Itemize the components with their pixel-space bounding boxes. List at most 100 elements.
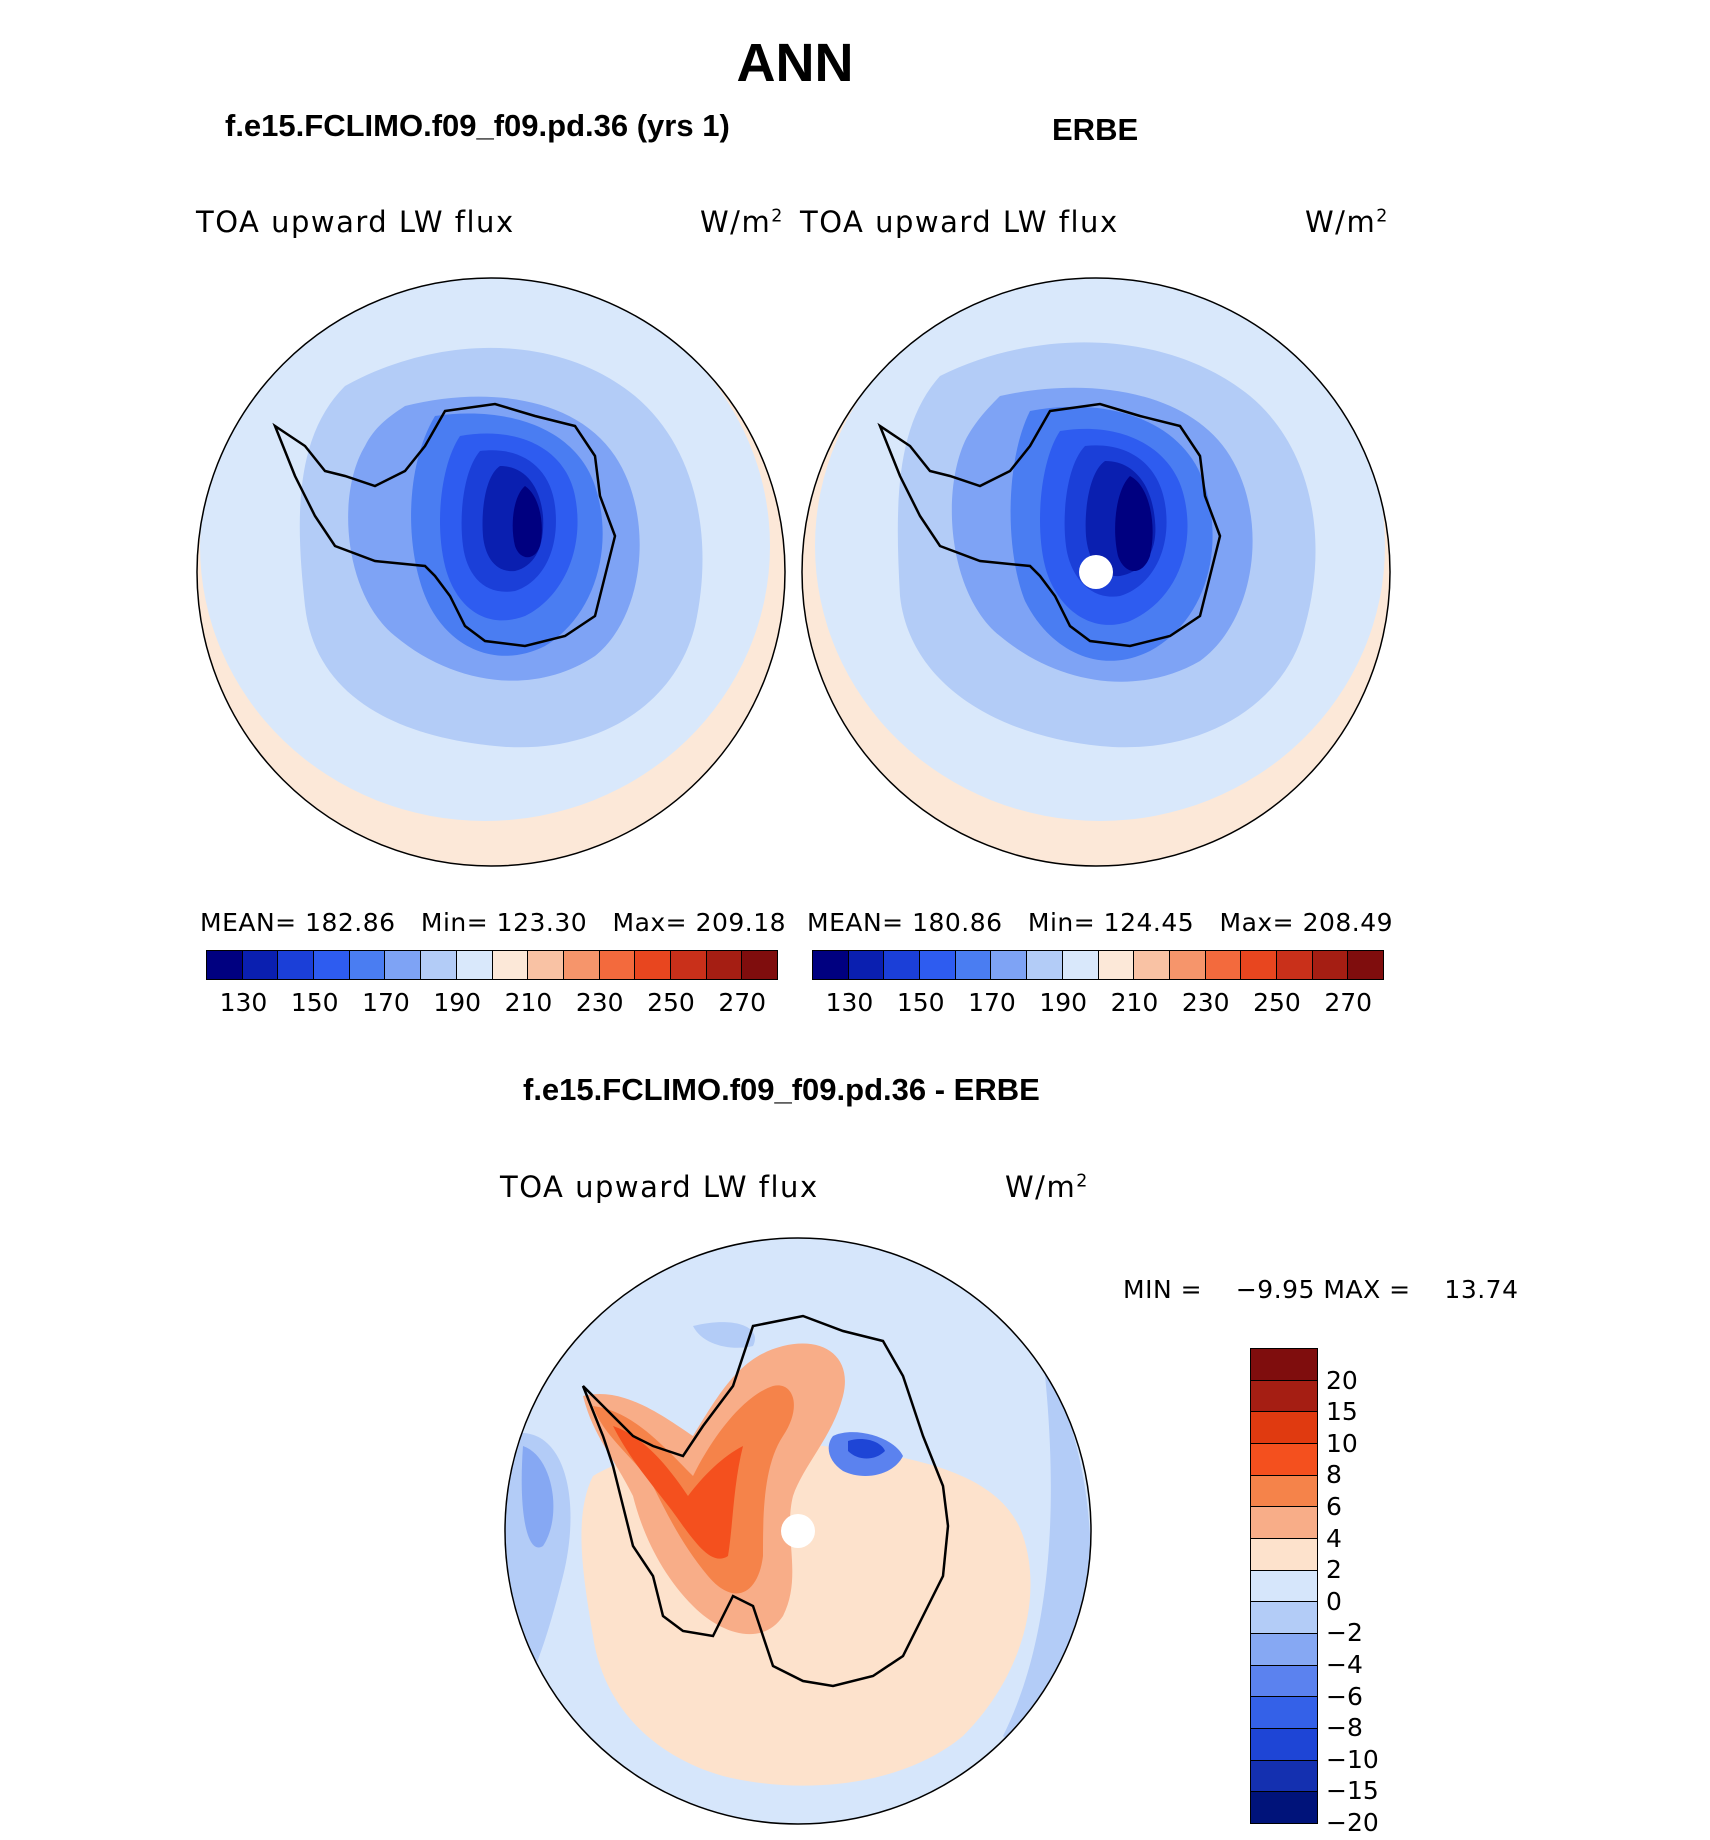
colorbar-tick-label: 190 (433, 988, 482, 1017)
colorbar-swatch (635, 951, 671, 979)
colorbar-swatch (1251, 1475, 1317, 1508)
colorbar-swatch (1251, 1412, 1317, 1445)
colorbar-tick-label: 6 (1326, 1492, 1342, 1521)
polar-map-obs (801, 277, 1391, 867)
colorbar-swatch (492, 951, 529, 979)
colorbar-swatch (955, 951, 992, 979)
panel-title-obs: ERBE (1052, 112, 1139, 147)
colorbar-swatch (1251, 1349, 1317, 1381)
colorbar-swatch (991, 951, 1028, 979)
colorbar-swatch (314, 951, 350, 979)
colorbar-swatch (528, 951, 564, 979)
colorbar-tick-label: 0 (1326, 1586, 1342, 1616)
colorbar-tick-label: −4 (1326, 1650, 1363, 1679)
colorbar-obs (812, 950, 1384, 980)
colorbar-tick-label: 10 (1326, 1428, 1358, 1458)
colorbar-swatch (1251, 1634, 1317, 1666)
max-value: 208.49 (1302, 908, 1394, 937)
colorbar-tick-label: 230 (1181, 988, 1230, 1017)
colorbar-swatch (706, 951, 743, 979)
mean-label: MEAN= (200, 908, 297, 937)
colorbar-swatch (1251, 1760, 1317, 1793)
polar-map-diff (504, 1237, 1092, 1825)
colorbar-swatch (207, 951, 243, 979)
colorbar-swatch (813, 951, 849, 979)
max-label: Max= (1219, 908, 1295, 937)
colorbar-tick-label: 2 (1326, 1555, 1342, 1585)
colorbar-tick-label: 250 (647, 988, 695, 1017)
colorbar-swatch (1312, 951, 1349, 979)
colorbar-tick-label: −6 (1326, 1681, 1363, 1711)
colorbar-swatch (1251, 1570, 1317, 1603)
colorbar-swatch (1251, 1380, 1317, 1413)
colorbar-swatch (1062, 951, 1099, 979)
colorbar-tick-label: −15 (1326, 1776, 1379, 1806)
colorbar-swatch (1251, 1697, 1317, 1730)
diff-min-value: −9.95 (1235, 1275, 1315, 1304)
diff-minmax: MIN = −9.95 MAX = 13.74 (1123, 1275, 1519, 1304)
colorbar-tick-label: 170 (968, 988, 1016, 1017)
colorbar-tick-label: 170 (362, 988, 410, 1017)
diff-min-label: MIN = (1123, 1275, 1203, 1304)
mean-value: 180.86 (912, 908, 1003, 937)
colorbar-tick-label: −10 (1326, 1744, 1379, 1774)
colorbar-tick-label: 190 (1039, 988, 1088, 1017)
colorbar-tick-label: 270 (718, 988, 767, 1017)
colorbar-swatch (349, 951, 386, 979)
difference-title: f.e15.FCLIMO.f09_f09.pd.36 - ERBE (523, 1072, 1040, 1107)
stats-model: MEAN= 182.86 Min= 123.30 Max= 209.18 (200, 908, 786, 937)
diff-max-value: 13.74 (1444, 1275, 1519, 1304)
max-label: Max= (612, 908, 688, 937)
colorbar-tick-label: 150 (896, 988, 945, 1017)
colorbar-tick-label: −8 (1326, 1713, 1363, 1743)
colorbar-tick-label: 8 (1326, 1460, 1342, 1490)
colorbar-swatch (421, 951, 457, 979)
colorbar-swatch (1251, 1602, 1317, 1635)
colorbar-tick-label: 230 (575, 988, 624, 1017)
colorbar-tick-label: 4 (1326, 1523, 1342, 1553)
min-value: 124.45 (1103, 908, 1195, 937)
min-label: Min= (420, 908, 489, 937)
variable-label-model: TOA upward LW flux (196, 205, 515, 239)
variable-label-obs: TOA upward LW flux (800, 205, 1119, 239)
mean-label: MEAN= (807, 908, 904, 937)
colorbar-tick-label: 210 (1110, 988, 1159, 1017)
colorbar-model (206, 950, 778, 980)
stats-obs: MEAN= 180.86 Min= 124.45 Max= 208.49 (807, 908, 1393, 937)
colorbar-swatch (1348, 951, 1383, 979)
colorbar-tick-label: −2 (1326, 1618, 1363, 1648)
colorbar-tick-label: 20 (1326, 1365, 1358, 1395)
units-label-obs: W/m2 (1305, 205, 1389, 239)
polar-map-model (196, 277, 786, 867)
colorbar-swatch (1169, 951, 1206, 979)
colorbar-swatch (278, 951, 315, 979)
figure-title: ANN (736, 33, 854, 93)
min-value: 123.30 (496, 908, 588, 937)
colorbar-swatch (1027, 951, 1063, 979)
colorbar-swatch (385, 951, 422, 979)
colorbar-swatch (1241, 951, 1277, 979)
colorbar-swatch (1098, 951, 1135, 979)
colorbar-swatch (848, 951, 885, 979)
diff-max-label: MAX = (1323, 1275, 1411, 1304)
colorbar-swatch (599, 951, 636, 979)
colorbar-tick-label: 130 (219, 988, 268, 1017)
units-label-model: W/m2 (700, 205, 784, 239)
colorbar-tick-label: 150 (290, 988, 339, 1017)
units-label-diff: W/m2 (1005, 1170, 1089, 1204)
colorbar-swatch (920, 951, 956, 979)
colorbar-swatch (1251, 1507, 1317, 1540)
colorbar-tick-label: −20 (1326, 1808, 1379, 1837)
colorbar-diff (1250, 1348, 1318, 1824)
colorbar-swatch (456, 951, 493, 979)
variable-label-diff: TOA upward LW flux (500, 1170, 819, 1204)
colorbar-tick-label: 250 (1253, 988, 1301, 1017)
colorbar-swatch (1251, 1444, 1317, 1476)
colorbar-swatch (563, 951, 600, 979)
colorbar-swatch (1276, 951, 1313, 979)
mean-value: 182.86 (305, 908, 396, 937)
colorbar-tick-label: 130 (825, 988, 874, 1017)
max-value: 209.18 (695, 908, 787, 937)
colorbar-swatch (1134, 951, 1170, 979)
colorbar-tick-label: 270 (1324, 988, 1373, 1017)
